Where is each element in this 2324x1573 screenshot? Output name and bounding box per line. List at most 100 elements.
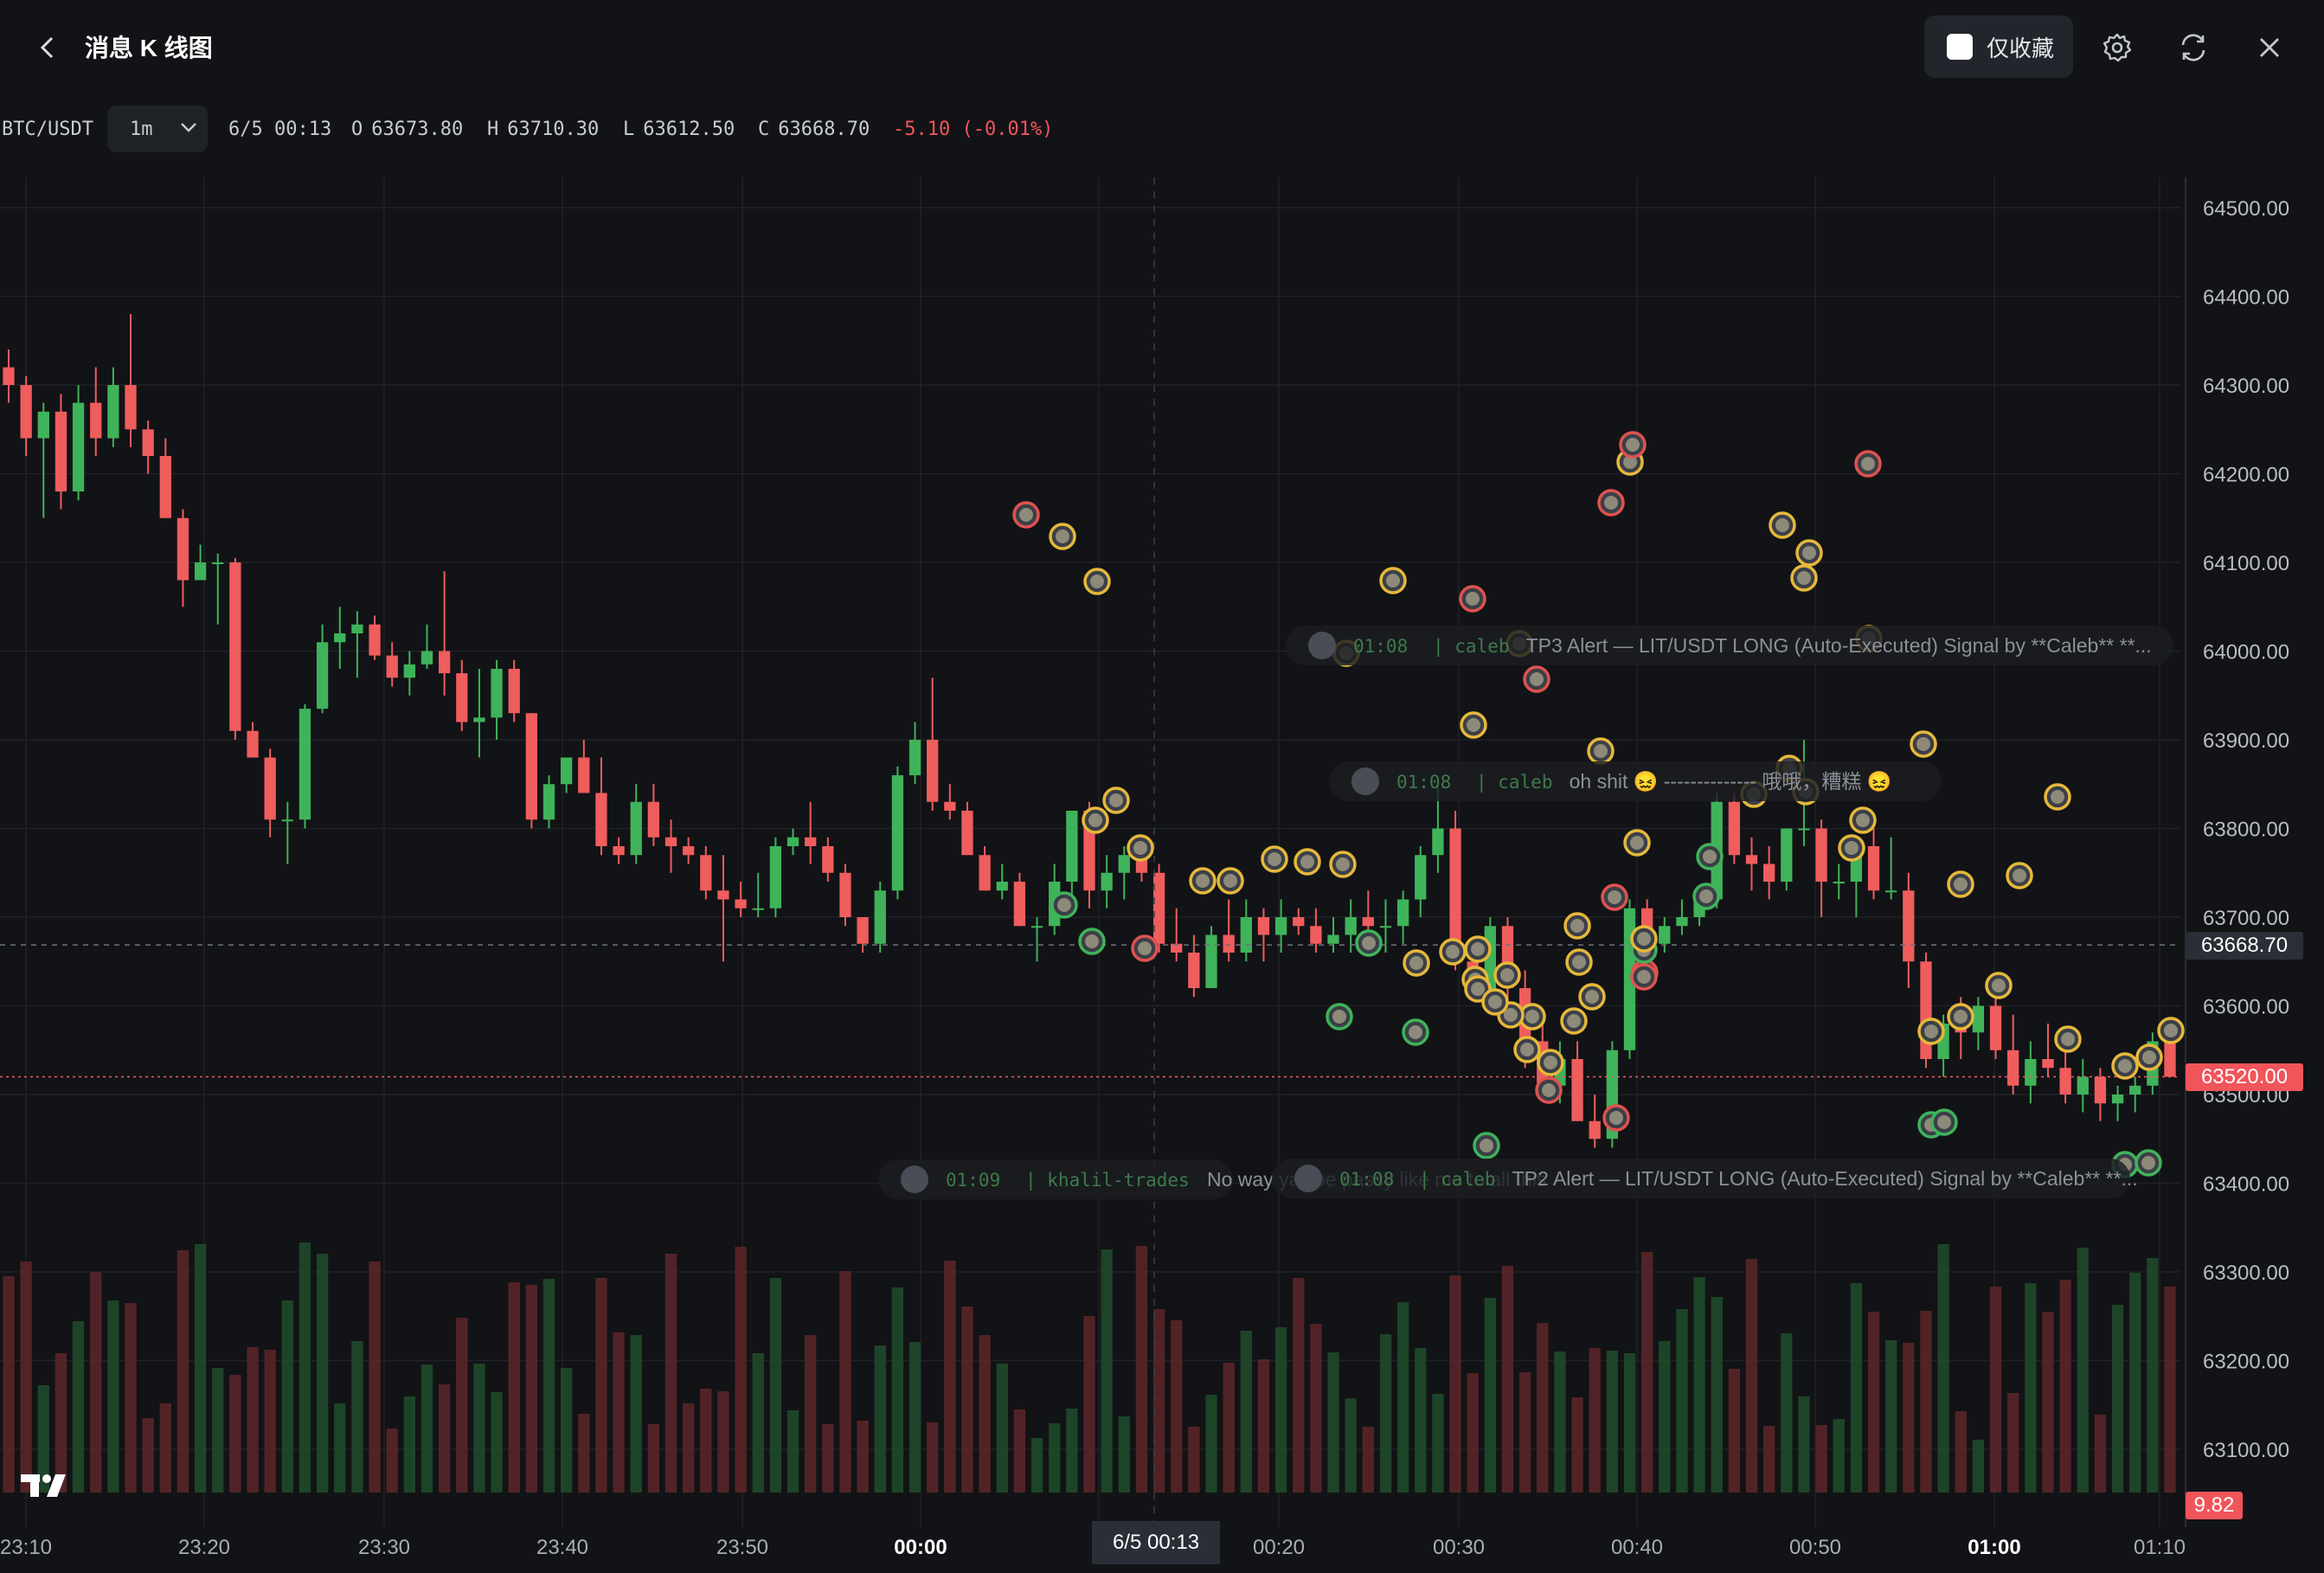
message-avatar-marker bbox=[1439, 938, 1467, 966]
avatar-image bbox=[1088, 813, 1102, 827]
message-avatar-marker bbox=[1795, 539, 1823, 567]
message-avatar-marker bbox=[1131, 934, 1159, 962]
volume-bar bbox=[1205, 1395, 1217, 1493]
volume-bar bbox=[1571, 1397, 1583, 1493]
message-avatar-marker bbox=[1513, 1036, 1541, 1063]
volume-bar bbox=[1327, 1352, 1339, 1493]
volume-bar bbox=[1955, 1411, 1967, 1493]
volume-bar bbox=[369, 1262, 381, 1493]
volume-bar bbox=[316, 1254, 329, 1493]
message-avatar-marker bbox=[1854, 450, 1882, 478]
avatar-image bbox=[1604, 496, 1618, 510]
candle-body bbox=[1345, 917, 1357, 935]
candle-body bbox=[1223, 934, 1235, 953]
avatar-image bbox=[1019, 508, 1033, 522]
candle-body bbox=[717, 890, 729, 900]
gear-icon bbox=[2103, 33, 2132, 62]
message-avatar-marker bbox=[1692, 883, 1720, 910]
favorites-only-toggle[interactable]: 仅收藏 bbox=[1924, 16, 2073, 78]
candle-body bbox=[979, 855, 991, 891]
candle-body bbox=[525, 713, 538, 820]
volume-bar bbox=[2025, 1283, 2037, 1493]
candle-body bbox=[1362, 917, 1374, 927]
header: 消息 K 线图 仅收藏 bbox=[0, 0, 2324, 95]
volume-value-tag: 9.82 bbox=[2186, 1492, 2243, 1519]
avatar-image bbox=[1471, 982, 1485, 996]
message-avatar-marker bbox=[1127, 834, 1154, 862]
time-label: 01:10 bbox=[2133, 1536, 2186, 1559]
back-button[interactable] bbox=[26, 26, 69, 69]
close-icon bbox=[2260, 38, 2279, 57]
avatar-image bbox=[1500, 968, 1514, 982]
volume-bar bbox=[578, 1414, 590, 1493]
volume-bar bbox=[1030, 1438, 1043, 1493]
settings-button[interactable] bbox=[2096, 26, 2139, 69]
volume-bar bbox=[1223, 1363, 1235, 1493]
volume-bar bbox=[2007, 1393, 2019, 1493]
favorites-checkbox[interactable] bbox=[1947, 34, 1973, 60]
candlestick-chart[interactable]: 01:08 | caleb TP3 Alert — LIT/USDT LONG (A… bbox=[0, 177, 2324, 1527]
message-avatar-marker bbox=[1619, 431, 1647, 459]
candle-body bbox=[613, 846, 625, 856]
candle-body bbox=[247, 730, 259, 758]
candle-body bbox=[908, 740, 921, 775]
message-avatar-marker bbox=[1189, 867, 1217, 895]
volume-bar bbox=[1135, 1246, 1148, 1493]
candle-body bbox=[264, 757, 276, 820]
volume-bar bbox=[72, 1321, 85, 1493]
avatar-image bbox=[2141, 1156, 2155, 1170]
volume-bar bbox=[334, 1403, 346, 1493]
volume-bar bbox=[1989, 1287, 2002, 1493]
candle-body bbox=[2164, 1041, 2176, 1077]
avatar-image bbox=[1567, 1014, 1581, 1028]
time-label: 00:40 bbox=[1610, 1536, 1664, 1559]
volume-bar bbox=[752, 1353, 764, 1493]
volume-bar bbox=[1798, 1396, 1810, 1493]
volume-bar bbox=[560, 1368, 573, 1493]
avatar-image bbox=[1109, 793, 1123, 807]
volume-bar bbox=[1640, 1252, 1653, 1493]
refresh-button[interactable] bbox=[2172, 26, 2215, 69]
avatar-image bbox=[1572, 955, 1586, 969]
candle-body bbox=[542, 784, 555, 820]
volume-bar bbox=[421, 1364, 433, 1493]
volume-bar bbox=[1118, 1416, 1130, 1493]
message-avatar-marker bbox=[1329, 851, 1357, 878]
interval-select[interactable]: 1m bbox=[107, 106, 208, 152]
message-bubble: 01:08 | caleb TP2 Alert — LIT/USDT LONG (A… bbox=[1272, 1159, 2138, 1198]
volume-bar bbox=[1310, 1324, 1322, 1493]
candle-body bbox=[142, 429, 154, 456]
close-button[interactable] bbox=[2248, 26, 2291, 69]
message-avatar-marker bbox=[1630, 925, 1658, 953]
last-price-tag: 63668.70 bbox=[2186, 932, 2303, 960]
volume-bar bbox=[1659, 1341, 1671, 1493]
candle-body bbox=[769, 846, 782, 908]
candle-body bbox=[1379, 926, 1392, 928]
time-label: 00:20 bbox=[1252, 1536, 1306, 1559]
avatar-image bbox=[1525, 1010, 1539, 1024]
volume-bar bbox=[1711, 1297, 1723, 1493]
candle-body bbox=[37, 411, 49, 439]
candle-body bbox=[700, 855, 712, 891]
volume-bar bbox=[1066, 1409, 1078, 1493]
volume-bar bbox=[927, 1422, 939, 1493]
volume-bar bbox=[2059, 1280, 2071, 1493]
candle-body bbox=[735, 899, 747, 908]
avatar-image bbox=[1637, 932, 1651, 946]
ohlc-datetime: 6/5 00:13 bbox=[228, 119, 332, 140]
volume-bar bbox=[3, 1276, 15, 1493]
volume-bar bbox=[1049, 1423, 1061, 1493]
candle-body bbox=[822, 846, 834, 873]
time-label: 00:50 bbox=[1788, 1536, 1842, 1559]
time-axis: 23:10 23:20 23:30 23:40 23:50 00:00 00:20 00:30… bbox=[0, 1527, 2324, 1573]
candle-body bbox=[996, 882, 1008, 891]
message-avatar-marker bbox=[1402, 1018, 1429, 1046]
volume-bar bbox=[90, 1272, 102, 1493]
volume-bar bbox=[805, 1335, 817, 1493]
volume-bar bbox=[2042, 1312, 2054, 1493]
bubble-user: | caleb bbox=[1433, 636, 1510, 658]
volume-bar bbox=[1833, 1419, 1845, 1493]
avatar-image bbox=[1609, 1111, 1623, 1125]
message-avatar-marker bbox=[1523, 665, 1550, 693]
volume-bar bbox=[1763, 1426, 1775, 1493]
